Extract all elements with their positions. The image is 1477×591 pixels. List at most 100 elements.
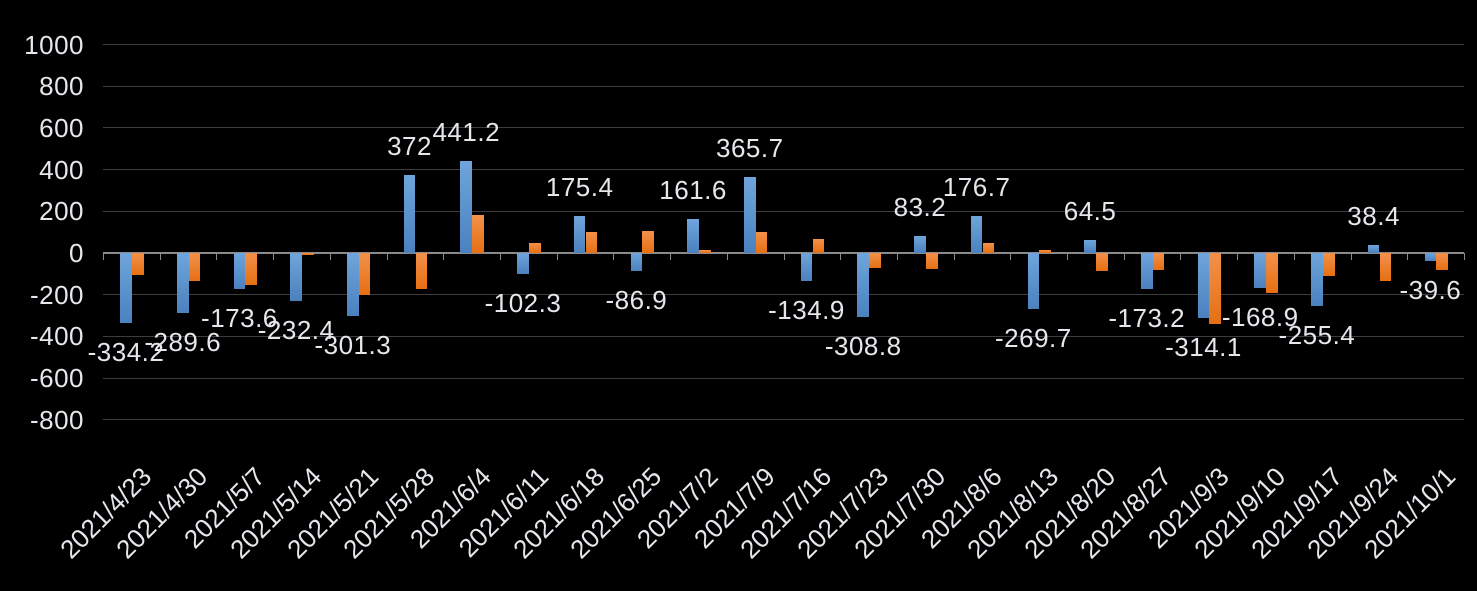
bar-series-2-orange-2021/8/6 (982, 243, 995, 253)
bar-series-1-blue-2021/5/7 (233, 253, 246, 290)
bar-series-1-blue-2021/9/3 (1197, 253, 1210, 319)
axis-tick-mark (273, 253, 275, 260)
data-label: -86.9 (605, 285, 668, 316)
data-label: -39.6 (1399, 275, 1462, 306)
bar-series-2-orange-2021/7/9 (755, 232, 768, 253)
data-label: -102.3 (484, 288, 562, 319)
data-label: -173.2 (1108, 303, 1186, 334)
y-axis-label: 600 (39, 112, 84, 143)
bar-series-2-orange-2021/7/23 (869, 253, 881, 268)
bar-series-2-orange-2021/7/2 (699, 250, 711, 253)
bar-series-2-orange-2021/4/30 (188, 253, 201, 282)
axis-tick-mark (670, 253, 672, 260)
bar-series-1-blue-2021/4/30 (176, 253, 189, 314)
bar-series-1-blue-2021/7/23 (857, 253, 870, 318)
bar-series-2-orange-2021/6/25 (642, 231, 654, 253)
bar-series-1-blue-2021/9/24 (1367, 244, 1380, 253)
axis-tick-mark (726, 253, 728, 260)
bar-series-2-orange-2021/8/27 (1152, 253, 1165, 270)
axis-tick-mark (1067, 253, 1069, 260)
bar-series-2-orange-2021/9/17 (1322, 253, 1335, 276)
data-label: -314.1 (1165, 332, 1242, 363)
data-label: -173.6 (201, 303, 278, 334)
axis-tick-mark (103, 253, 104, 260)
bar-series-2-orange-2021/5/7 (245, 253, 257, 286)
axis-tick-mark (443, 253, 445, 260)
axis-tick-mark (1464, 253, 1466, 260)
bar-series-2-orange-2021/5/14 (302, 253, 314, 256)
bar-series-1-blue-2021/9/10 (1254, 253, 1266, 289)
y-gridline (103, 335, 1464, 337)
bar-series-1-blue-2021/7/30 (914, 235, 926, 253)
y-gridline (103, 127, 1464, 129)
bar-series-2-orange-2021/4/23 (132, 253, 144, 275)
y-axis-label: -600 (29, 363, 84, 394)
y-axis-label: 0 (69, 238, 84, 268)
y-axis-label: 200 (39, 196, 84, 227)
bar-series-2-orange-2021/9/10 (1266, 253, 1278, 293)
data-label: 161.6 (659, 175, 727, 206)
data-label: -308.8 (824, 331, 902, 362)
bar-series-1-blue-2021/5/14 (290, 253, 302, 302)
bar-series-2-orange-2021/7/30 (925, 253, 938, 269)
x-axis-line (103, 252, 1464, 254)
bar-series-1-blue-2021/8/6 (970, 216, 983, 253)
data-label: -255.4 (1278, 320, 1356, 351)
axis-tick-mark (216, 253, 218, 260)
bar-series-2-orange-2021/5/28 (415, 253, 428, 290)
axis-tick-mark (159, 253, 161, 260)
bar-series-2-orange-2021/5/21 (358, 253, 371, 295)
y-gridline (103, 294, 1464, 296)
y-gridline (103, 210, 1464, 212)
bar-series-2-orange-2021/9/3 (1209, 253, 1222, 324)
axis-tick-mark (953, 253, 955, 260)
data-label: 175.4 (545, 172, 614, 203)
axis-tick-mark (556, 253, 558, 260)
axis-tick-mark (1407, 253, 1409, 260)
data-label: 38.4 (1347, 200, 1400, 231)
data-label: -289.6 (144, 327, 222, 358)
bar-series-2-orange-2021/10/1 (1436, 253, 1448, 270)
data-label: -269.7 (994, 323, 1072, 354)
axis-tick-mark (386, 253, 388, 260)
bar-series-2-orange-2021/7/16 (812, 239, 825, 253)
data-label: 83.2 (893, 191, 947, 222)
data-label: -168.9 (1221, 302, 1299, 333)
bar-series-1-blue-2021/4/23 (120, 253, 132, 323)
data-label: 64.5 (1063, 195, 1117, 226)
bar-series-1-blue-2021/8/20 (1084, 239, 1096, 253)
bar-series-1-blue-2021/7/16 (800, 253, 813, 282)
bar-series-2-orange-2021/6/18 (585, 231, 598, 253)
bar-series-2-orange-2021/8/13 (1039, 249, 1051, 253)
bar-series-1-blue-2021/6/25 (630, 253, 643, 272)
bar-series-2-orange-2021/6/11 (528, 242, 541, 253)
bar-series-1-blue-2021/9/17 (1311, 253, 1323, 307)
bar-series-1-blue-2021/6/11 (517, 253, 529, 275)
axis-tick-mark (499, 253, 501, 260)
data-label: -232.4 (257, 315, 335, 346)
data-label: 372 (387, 131, 432, 162)
y-axis-label: 400 (39, 154, 84, 185)
y-gridline (103, 169, 1464, 171)
bar-series-1-blue-2021/8/27 (1140, 253, 1153, 290)
y-axis-label: -400 (29, 321, 84, 352)
axis-tick-mark (1010, 253, 1012, 260)
axis-tick-mark (896, 253, 898, 260)
y-axis-label: -200 (29, 279, 84, 310)
bar-series-2-orange-2021/9/24 (1379, 253, 1392, 282)
y-gridline (103, 419, 1464, 421)
y-axis-label: 800 (39, 71, 84, 102)
data-label: 365.7 (716, 132, 784, 163)
axis-tick-mark (840, 253, 842, 260)
bar-series-1-blue-2021/6/18 (573, 216, 586, 253)
y-axis-label: -800 (29, 404, 84, 435)
y-gridline (103, 44, 1464, 45)
data-label: -334.2 (87, 336, 165, 367)
axis-tick-mark (613, 253, 615, 260)
axis-tick-mark (1123, 253, 1125, 260)
bar-series-1-blue-2021/5/28 (403, 175, 416, 253)
